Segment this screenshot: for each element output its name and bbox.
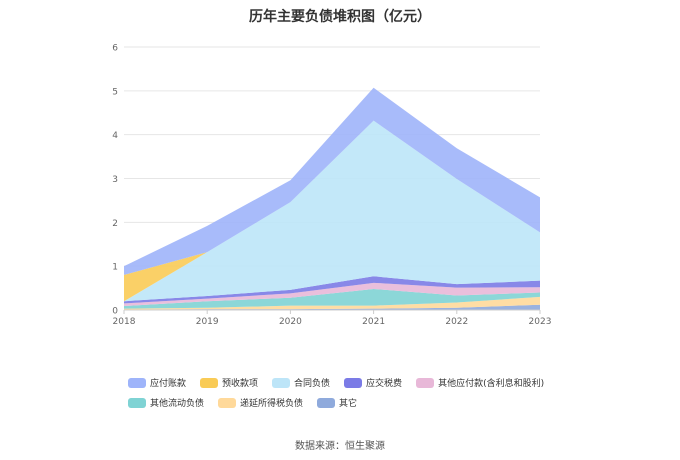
legend-swatch	[218, 397, 237, 408]
chart-title: 历年主要负债堆积图（亿元）	[249, 9, 431, 25]
legend-swatch	[416, 377, 435, 388]
y-tick-label: 3	[112, 175, 118, 185]
legend-label: 应交税费	[366, 379, 403, 389]
y-tick-label: 6	[112, 44, 118, 54]
area-series-1[interactable]	[124, 296, 540, 310]
y-tick-label: 2	[112, 219, 118, 229]
legend-swatch	[200, 377, 219, 388]
area-series-3[interactable]	[124, 282, 540, 307]
area-series-2[interactable]	[124, 288, 540, 309]
legend-label: 其它	[339, 399, 358, 409]
legend-label: 其他流动负债	[150, 399, 205, 409]
legend-swatch	[128, 397, 146, 408]
y-tick-label: 1	[112, 263, 118, 273]
legend-item[interactable]: 其他流动负债	[128, 396, 204, 409]
axes: 0 1 2 3 4 5 6 2018 2019 2020 2021 2022 2023	[112, 44, 551, 328]
x-tick-label: 2023	[529, 317, 552, 327]
legend-row: 其他流动负债 递延所得税负债 其它	[128, 396, 568, 409]
source-note: 数据来源：恒生聚源	[295, 441, 385, 452]
legend-label: 合同负债	[294, 379, 331, 389]
x-tick-label: 2019	[196, 317, 219, 327]
legend-swatch	[128, 377, 146, 388]
legend-item[interactable]: 应付账款	[128, 376, 186, 389]
legend-item[interactable]: 其它	[317, 396, 357, 409]
legend-item[interactable]: 其他应付款(含利息和股利)	[416, 376, 544, 389]
legend-label: 应付账款	[150, 379, 187, 389]
y-tick-label: 4	[112, 131, 118, 141]
legend-label: 预收款项	[222, 379, 259, 389]
area-series	[124, 87, 540, 310]
legend-item[interactable]: 递延所得税负债	[218, 396, 303, 409]
area-series-0[interactable]	[124, 304, 540, 310]
y-tick-label: 0	[112, 307, 118, 317]
legend-item[interactable]: 合同负债	[272, 376, 330, 389]
legend-swatch	[272, 377, 291, 388]
legend-swatch	[317, 397, 336, 408]
area-series-7[interactable]	[124, 87, 540, 275]
x-tick-label: 2018	[113, 317, 136, 327]
x-tick-label: 2022	[445, 317, 468, 327]
legend-label: 其他应付款(含利息和股利)	[438, 379, 545, 389]
x-tick-label: 2021	[362, 317, 385, 327]
y-tick-label: 5	[112, 87, 118, 97]
legend-item[interactable]: 预收款项	[200, 376, 258, 389]
legend: 应付账款 预收款项 合同负债 应交税费 其他应付款(含利息和股利) 其他流动负债 递延所得…	[128, 376, 568, 416]
x-tick-label: 2020	[279, 317, 302, 327]
legend-row: 应付账款 预收款项 合同负债 应交税费 其他应付款(含利息和股利)	[128, 376, 568, 389]
legend-swatch	[344, 377, 363, 388]
legend-item[interactable]: 应交税费	[344, 376, 402, 389]
area-series-4[interactable]	[124, 276, 540, 304]
area-series-5[interactable]	[124, 120, 540, 302]
legend-label: 递延所得税负债	[240, 399, 304, 409]
